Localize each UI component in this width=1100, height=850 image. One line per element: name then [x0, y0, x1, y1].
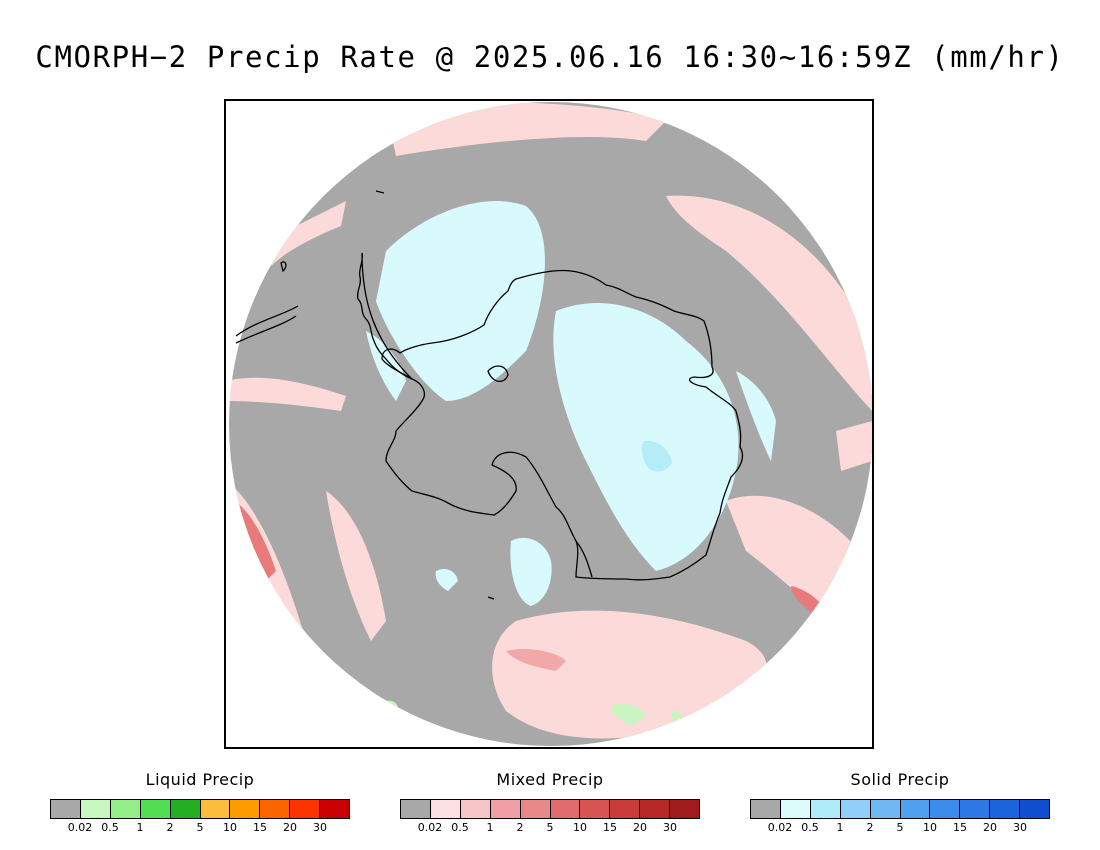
mixed-precip-core-south — [506, 649, 566, 671]
legend-tick-label: 5 — [546, 821, 554, 834]
solid-precip-patch-south — [435, 569, 458, 591]
legend-swatch-liquid-0 — [51, 800, 81, 818]
legend-ticks-liquid: 0.02 0.5 1 2 5 10 15 20 30 — [50, 819, 350, 835]
legend-swatch-solid-0 — [751, 800, 781, 818]
legend-swatch-mixed-6 — [580, 800, 611, 818]
legend-swatch-mixed-7 — [610, 800, 641, 818]
chart-title: CMORPH−2 Precip Rate @ 2025.06.16 16:30~… — [35, 40, 1065, 74]
legend-tick-label: 2 — [166, 821, 174, 834]
legend-tick-label: 0.02 — [417, 821, 443, 834]
legend-swatch-liquid-8 — [290, 800, 321, 818]
legend-swatch-liquid-2 — [110, 800, 141, 818]
legend-tick-label: 1 — [486, 821, 494, 834]
legend-swatch-solid-8 — [990, 800, 1021, 818]
legend-tick-label: 10 — [223, 821, 237, 834]
legend-colorbar-liquid — [50, 799, 350, 819]
mixed-precip-region-east — [836, 421, 872, 471]
legend-tick-label: 2 — [516, 821, 524, 834]
legend-tick-label: 10 — [923, 821, 937, 834]
precip-field — [229, 102, 872, 739]
legend-tick-label: 0.5 — [451, 821, 469, 834]
antarctic-peninsula-coastline — [356, 252, 413, 380]
solid-precip-core-east — [641, 440, 672, 472]
legend-swatch-solid-7 — [960, 800, 991, 818]
legend-tick-label: 0.5 — [801, 821, 819, 834]
legend-tick-label: 20 — [633, 821, 647, 834]
legend-ticks-mixed: 0.02 0.5 1 2 5 10 15 20 30 — [400, 819, 700, 835]
legend-tick-label: 1 — [836, 821, 844, 834]
legend-swatch-mixed-3 — [490, 800, 521, 818]
legend-tick-label: 2 — [866, 821, 874, 834]
mixed-precip-core-west — [234, 501, 276, 581]
legend-swatch-liquid-3 — [140, 800, 171, 818]
legend-tick-label: 30 — [313, 821, 327, 834]
legend-swatch-solid-6 — [930, 800, 961, 818]
legend-colorbar-mixed — [400, 799, 700, 819]
solid-precip-legend: Solid Precip 0.02 0.5 1 2 5 10 15 20 30 — [750, 770, 1050, 835]
legend-ticks-solid: 0.02 0.5 1 2 5 10 15 20 30 — [750, 819, 1050, 835]
legend-tick-label: 0.02 — [67, 821, 93, 834]
legend-title-solid: Solid Precip — [850, 770, 950, 789]
legend-tick-label: 15 — [253, 821, 267, 834]
island-coastline — [280, 190, 495, 600]
legend-tick-label: 20 — [983, 821, 997, 834]
mixed-precip-legend: Mixed Precip 0.02 0.5 1 2 5 10 15 20 30 — [400, 770, 700, 835]
solid-precip-region-ross-sea — [510, 537, 552, 606]
mixed-precip-region-northeast — [666, 195, 872, 411]
legend-swatch-liquid-5 — [200, 800, 231, 818]
legend-tick-label: 30 — [1013, 821, 1027, 834]
solid-precip-region-weddell — [376, 201, 545, 401]
mixed-precip-region-west-band — [229, 377, 346, 411]
legend-tick-label: 20 — [283, 821, 297, 834]
legend-tick-label: 0.02 — [767, 821, 793, 834]
legend-swatch-liquid-6 — [230, 800, 261, 818]
legend-colorbar-solid — [750, 799, 1050, 819]
legend-swatch-mixed-9 — [670, 800, 700, 818]
legend-swatch-mixed-8 — [640, 800, 671, 818]
legend-swatch-mixed-4 — [520, 800, 551, 818]
legend-tick-label: 30 — [663, 821, 677, 834]
legend-tick-label: 10 — [573, 821, 587, 834]
legend-tick-label: 0.5 — [101, 821, 119, 834]
legend-tick-label: 15 — [953, 821, 967, 834]
legend-title-mixed: Mixed Precip — [496, 770, 604, 789]
legend-swatch-liquid-4 — [170, 800, 201, 818]
legend-swatch-mixed-0 — [401, 800, 431, 818]
legend-swatch-solid-1 — [780, 800, 811, 818]
legend-swatch-mixed-2 — [460, 800, 491, 818]
ross-ice-shelf-coastline — [575, 540, 593, 578]
island-coastline-north — [487, 365, 509, 382]
precip-map — [229, 102, 872, 746]
mixed-precip-region-westcentral — [326, 491, 386, 641]
legend-tick-label: 5 — [196, 821, 204, 834]
mixed-precip-region-south — [492, 610, 767, 739]
legend-swatch-solid-4 — [870, 800, 901, 818]
solid-precip-region-east-coast — [736, 371, 776, 461]
legend-swatch-solid-9 — [1020, 800, 1050, 818]
solid-precip-region-east-antarctica — [553, 302, 739, 571]
liquid-precip-legend: Liquid Precip 0.02 0.5 1 2 5 10 15 20 30 — [50, 770, 350, 835]
legend-swatch-solid-3 — [840, 800, 871, 818]
legend-title-liquid: Liquid Precip — [145, 770, 255, 789]
map-panel — [224, 99, 874, 749]
legend-swatch-liquid-7 — [260, 800, 291, 818]
legend-swatch-mixed-1 — [430, 800, 461, 818]
legend-swatch-liquid-1 — [80, 800, 111, 818]
liquid-precip-patch-southeast — [671, 710, 683, 721]
legend-tick-label: 15 — [603, 821, 617, 834]
liquid-precip-patch-south — [611, 704, 646, 726]
legend-tick-label: 5 — [896, 821, 904, 834]
legend-swatch-mixed-5 — [550, 800, 581, 818]
south-america-tip-coastline — [235, 305, 299, 344]
solid-precip-region-peninsula — [366, 331, 406, 401]
legend-swatch-liquid-9 — [320, 800, 350, 818]
legend-swatch-solid-5 — [900, 800, 931, 818]
legend-swatch-solid-2 — [810, 800, 841, 818]
mixed-precip-region-northwest — [266, 201, 346, 266]
legend-tick-label: 1 — [136, 821, 144, 834]
